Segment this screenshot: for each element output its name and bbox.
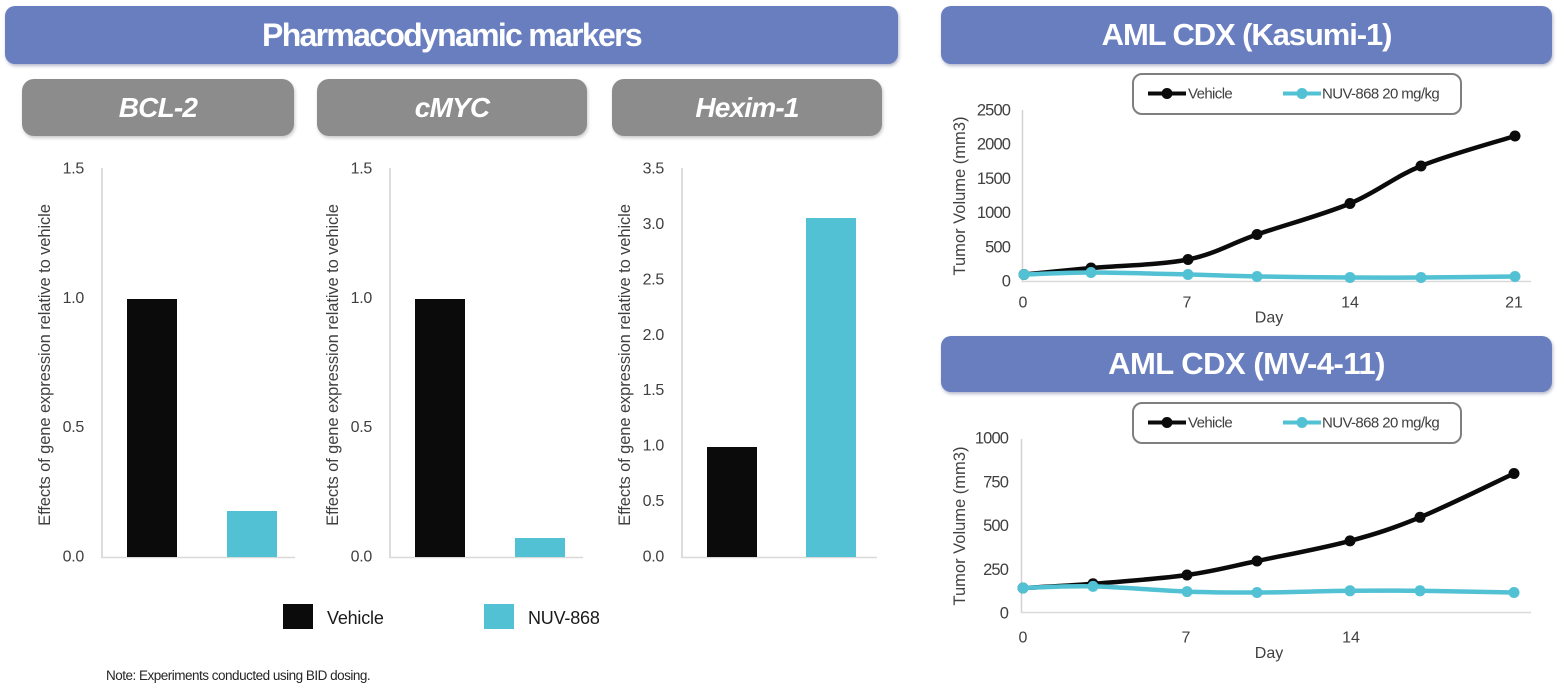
svg-text:Note: Experiments conducted us: Note: Experiments conducted using BID do… xyxy=(106,668,370,683)
svg-text:Day: Day xyxy=(1255,310,1283,327)
svg-text:0.0: 0.0 xyxy=(643,549,665,566)
svg-text:1000: 1000 xyxy=(977,204,1011,222)
svg-text:Vehicle: Vehicle xyxy=(327,608,384,628)
svg-text:0.0: 0.0 xyxy=(351,549,373,566)
svg-text:1.5: 1.5 xyxy=(63,161,85,178)
svg-text:2.0: 2.0 xyxy=(643,327,665,344)
svg-text:7: 7 xyxy=(1182,630,1191,647)
svg-text:500: 500 xyxy=(985,238,1011,256)
svg-text:2.5: 2.5 xyxy=(643,271,665,288)
svg-text:Vehicle: Vehicle xyxy=(1188,86,1232,103)
svg-text:21: 21 xyxy=(1505,295,1523,312)
svg-text:Day: Day xyxy=(1255,645,1283,662)
svg-text:14: 14 xyxy=(1341,295,1359,312)
svg-text:NUV-868 20 mg/kg: NUV-868 20 mg/kg xyxy=(1322,86,1439,103)
svg-text:0.0: 0.0 xyxy=(63,549,85,566)
svg-text:2000: 2000 xyxy=(977,136,1011,154)
svg-text:0.5: 0.5 xyxy=(643,493,665,510)
svg-text:0: 0 xyxy=(1000,605,1009,623)
svg-text:Tumor Volume (mm3): Tumor Volume (mm3) xyxy=(951,117,969,276)
svg-text:0.5: 0.5 xyxy=(351,419,373,436)
svg-text:1500: 1500 xyxy=(977,170,1011,188)
svg-text:Effects of gene expression rel: Effects of gene expression relative to v… xyxy=(324,204,342,526)
svg-text:1.5: 1.5 xyxy=(351,161,373,178)
svg-text:3.5: 3.5 xyxy=(643,161,665,178)
svg-text:14: 14 xyxy=(1342,630,1360,647)
svg-text:750: 750 xyxy=(983,473,1009,491)
svg-text:Effects of gene expression rel: Effects of gene expression relative to v… xyxy=(616,204,634,526)
svg-text:NUV-868 20 mg/kg: NUV-868 20 mg/kg xyxy=(1322,415,1439,432)
svg-text:0.5: 0.5 xyxy=(63,419,85,436)
svg-text:0: 0 xyxy=(1019,630,1028,647)
svg-text:1.0: 1.0 xyxy=(643,438,665,455)
svg-text:1.0: 1.0 xyxy=(351,290,373,307)
svg-text:250: 250 xyxy=(983,561,1009,579)
svg-text:3.0: 3.0 xyxy=(643,216,665,233)
svg-text:Vehicle: Vehicle xyxy=(1188,415,1232,432)
svg-text:1000: 1000 xyxy=(975,430,1009,448)
svg-text:0: 0 xyxy=(1002,273,1011,291)
svg-text:1.0: 1.0 xyxy=(63,290,85,307)
svg-text:0: 0 xyxy=(1019,295,1028,312)
svg-text:NUV-868: NUV-868 xyxy=(528,608,600,628)
svg-text:Effects of gene expression rel: Effects of gene expression relative to v… xyxy=(36,204,54,526)
svg-text:7: 7 xyxy=(1183,295,1192,312)
svg-text:2500: 2500 xyxy=(977,102,1011,120)
svg-text:Tumor Volume (mm3): Tumor Volume (mm3) xyxy=(951,447,969,606)
svg-text:1.5: 1.5 xyxy=(643,382,665,399)
svg-text:500: 500 xyxy=(983,517,1009,535)
